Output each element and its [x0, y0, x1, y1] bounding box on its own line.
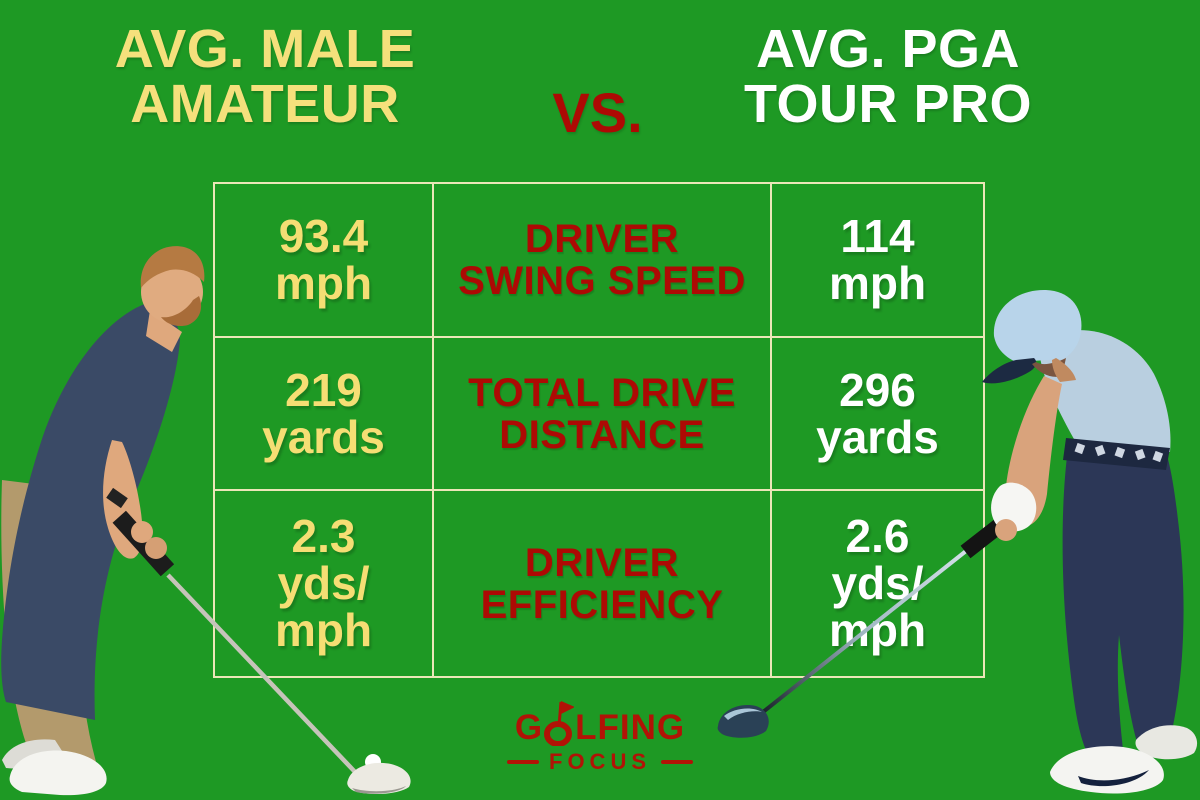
comparison-table: 93.4 mph DRIVER SWING SPEED 114 mph 219 … [213, 182, 985, 678]
value-line: 296 [839, 363, 916, 416]
amateur-neck [146, 310, 182, 352]
logo-dash-right [661, 760, 693, 764]
amateur-title: AVG. MALE AMATEUR [55, 22, 475, 132]
pro-golfer-photo [717, 289, 1198, 794]
logo-dash-left [507, 760, 539, 764]
flag-in-hole-icon [544, 701, 575, 746]
pro-club-shaft [756, 530, 992, 718]
logo-word-focus: FOCUS [549, 749, 651, 774]
golfing-focus-logo: G LFING FOCUS [450, 700, 750, 775]
amateur-hand-top [131, 521, 153, 543]
amateur-club-shaft [166, 573, 358, 775]
pro-driver-crown [724, 708, 762, 720]
value-line: yds/ [277, 557, 370, 609]
amateur-golfer-photo [1, 246, 411, 796]
pro-belt-pattern [1074, 442, 1164, 463]
amateur-club-grip [112, 510, 175, 577]
value-line: 2.3 [291, 510, 356, 562]
pro-swing-speed-value: 114 mph [829, 213, 926, 307]
cell-pro-swing-speed: 114 mph [772, 184, 983, 338]
amateur-efficiency-value: 2.3 yds/ mph [275, 513, 372, 654]
logo-focus-row: FOCUS [507, 749, 693, 775]
amateur-hair [140, 246, 205, 288]
value-line: yards [262, 410, 385, 463]
logo-letters-lfing: LFING [575, 708, 686, 747]
cell-metric-efficiency: DRIVER EFFICIENCY [434, 491, 772, 676]
amateur-hand-bottom [145, 537, 167, 559]
value-line: 2.6 [845, 510, 910, 562]
pro-title: AVG. PGA TOUR PRO [678, 22, 1098, 132]
metric-line: DRIVER [524, 540, 680, 585]
pro-pants [1062, 448, 1184, 758]
pro-front-shoe [1050, 746, 1164, 794]
metric-drive-distance-label: TOTAL DRIVE DISTANCE [468, 372, 736, 456]
value-line: 114 [840, 210, 915, 262]
vs-label: VS. [552, 81, 643, 144]
value-line: yards [816, 410, 939, 463]
amateur-drive-distance-value: 219 yards [262, 363, 385, 463]
metric-line: DISTANCE [499, 412, 705, 457]
amateur-shirt [1, 301, 180, 720]
value-line: mph [274, 604, 373, 656]
amateur-swing-speed-value: 93.4 mph [275, 213, 372, 307]
metric-efficiency-label: DRIVER EFFICIENCY [481, 542, 724, 626]
pro-cap-brim [982, 358, 1037, 384]
pro-neck [1052, 358, 1076, 382]
pro-back-shoe [1135, 725, 1198, 760]
pro-shoe-swoosh [1078, 770, 1149, 787]
cell-amateur-efficiency: 2.3 yds/ mph [215, 491, 434, 676]
amateur-title-line2: AMATEUR [130, 74, 400, 134]
amateur-driver-sole [352, 786, 406, 794]
value-line: mph [274, 257, 373, 309]
cell-metric-drive-distance: TOTAL DRIVE DISTANCE [434, 338, 772, 491]
metric-line: TOTAL DRIVE [468, 370, 736, 415]
value-line: mph [828, 257, 927, 309]
amateur-watch [106, 487, 128, 509]
pro-hand [995, 519, 1017, 541]
metric-line: DRIVER [524, 217, 680, 261]
value-line: 93.4 [278, 210, 369, 262]
pro-shirt [1040, 330, 1171, 452]
metric-line: EFFICIENCY [480, 582, 724, 627]
pro-glove [991, 482, 1037, 532]
cell-amateur-swing-speed: 93.4 mph [215, 184, 434, 338]
pro-drive-distance-value: 296 yards [816, 363, 939, 463]
amateur-beard [161, 296, 202, 327]
logo-letter-g: G [514, 708, 544, 747]
pro-cap [993, 289, 1082, 362]
value-line: 219 [285, 363, 362, 416]
pro-title-line1: AVG. PGA [755, 19, 1021, 79]
amateur-title-line1: AVG. MALE [114, 19, 416, 79]
logo-word-golfing: G LFING [514, 700, 686, 747]
amateur-driver-head [347, 762, 411, 795]
cell-metric-swing-speed: DRIVER SWING SPEED [434, 184, 772, 338]
metric-line: SWING SPEED [458, 259, 746, 303]
amateur-front-shoe [9, 750, 107, 796]
pro-title-line2: TOUR PRO [743, 74, 1033, 134]
cell-amateur-drive-distance: 219 yards [215, 338, 434, 491]
metric-swing-speed-label: DRIVER SWING SPEED [458, 218, 746, 302]
cell-pro-drive-distance: 296 yards [772, 338, 983, 491]
